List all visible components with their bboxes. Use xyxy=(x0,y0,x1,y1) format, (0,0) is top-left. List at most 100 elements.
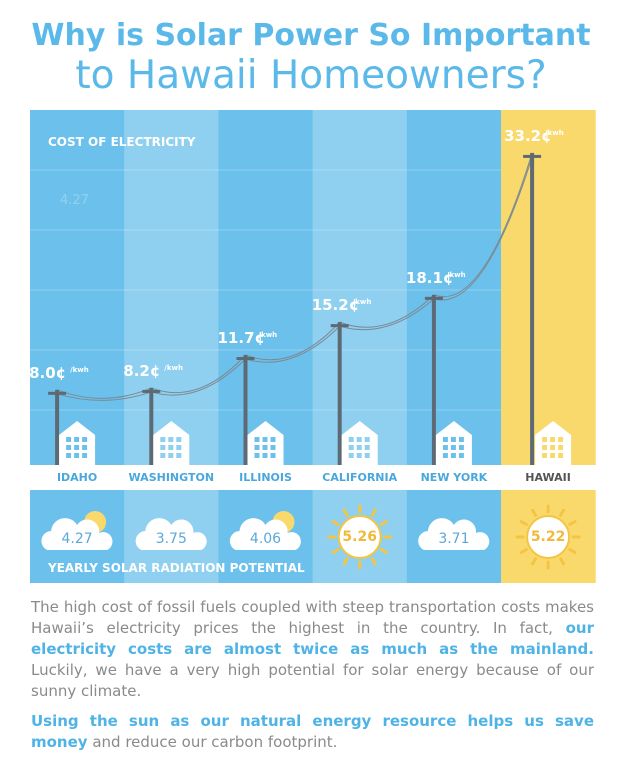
category-label: ILLINOIS xyxy=(239,471,292,484)
window xyxy=(356,445,362,450)
window xyxy=(450,437,456,442)
value-unit: /kwh xyxy=(447,271,466,279)
window xyxy=(348,453,354,458)
window xyxy=(270,437,276,442)
window xyxy=(364,445,370,450)
cloud xyxy=(135,518,207,550)
window xyxy=(442,453,448,458)
radiation-value: 3.71 xyxy=(438,531,469,547)
chart-title: COST OF ELECTRICITY xyxy=(48,135,196,149)
wire xyxy=(245,325,341,363)
sun-ray xyxy=(379,548,389,554)
window xyxy=(348,445,354,450)
wire xyxy=(151,358,246,396)
wire xyxy=(245,321,341,361)
value-label: 15.2¢ xyxy=(312,296,359,314)
window xyxy=(82,453,88,458)
window xyxy=(270,445,276,450)
radiation-value: 4.06 xyxy=(250,531,281,547)
column xyxy=(124,110,219,465)
window xyxy=(254,437,260,442)
column xyxy=(30,110,125,465)
window xyxy=(458,453,464,458)
window xyxy=(160,437,166,442)
wire xyxy=(56,391,152,401)
value-unit: /kwh xyxy=(70,366,89,374)
window xyxy=(542,445,548,450)
window xyxy=(356,453,362,458)
sun-ray xyxy=(331,520,340,526)
wire xyxy=(433,152,533,297)
watermark: 4.27 xyxy=(60,193,89,208)
sun-ray xyxy=(559,508,566,517)
pole xyxy=(243,355,248,465)
window xyxy=(356,437,362,442)
window xyxy=(160,445,166,450)
window xyxy=(550,453,556,458)
category-label: CALIFORNIA xyxy=(322,471,397,484)
column xyxy=(312,110,408,465)
radiation-value: 3.75 xyxy=(156,531,187,547)
sun-ray xyxy=(342,557,349,566)
window xyxy=(262,445,268,450)
pole xyxy=(149,387,154,465)
column xyxy=(501,110,596,465)
pole xyxy=(431,294,436,465)
crossbar xyxy=(424,296,443,300)
window xyxy=(558,445,564,450)
window xyxy=(364,437,370,442)
window xyxy=(442,437,448,442)
window xyxy=(558,453,564,458)
window xyxy=(542,453,548,458)
sun-ray xyxy=(519,548,528,554)
title-line1: Why is Solar Power So Important xyxy=(31,18,590,53)
pole xyxy=(55,389,60,465)
value-label: 8.2¢ xyxy=(123,362,160,380)
window xyxy=(254,453,260,458)
window xyxy=(176,453,182,458)
radiation-title: YEARLY SOLAR RADIATION POTENTIAL xyxy=(47,561,305,575)
window xyxy=(458,445,464,450)
text-run: Using the sun as our natural energy reso… xyxy=(31,712,594,751)
window xyxy=(82,437,88,442)
crossbar xyxy=(523,154,542,158)
sun xyxy=(526,515,571,559)
infographic: Why is Solar Power So Important to Hawai… xyxy=(29,18,596,583)
window xyxy=(550,445,556,450)
value-label: 8.0¢ xyxy=(29,364,66,382)
sun-ray xyxy=(519,520,528,526)
value-unit: /kwh xyxy=(164,364,183,372)
paragraph: The high cost of fossil fuels coupled wi… xyxy=(31,597,594,702)
sun-ray xyxy=(568,520,577,526)
text-run: our electricity costs are almost twice a… xyxy=(31,619,594,658)
column xyxy=(218,110,314,465)
window xyxy=(176,437,182,442)
cloud xyxy=(229,518,301,550)
sun-ray xyxy=(342,508,349,517)
window xyxy=(168,453,174,458)
sun xyxy=(337,515,382,559)
category-label: IDAHO xyxy=(57,471,97,484)
radiation-value: 5.26 xyxy=(342,529,377,545)
text-run: and reduce our carbon footprint. xyxy=(87,733,338,751)
value-unit: /kwh xyxy=(545,129,564,137)
crossbar xyxy=(142,389,161,393)
window xyxy=(74,437,80,442)
window xyxy=(442,445,448,450)
sun-ray xyxy=(568,548,577,554)
window xyxy=(254,445,260,450)
crossbar xyxy=(236,357,255,361)
window xyxy=(364,453,370,458)
window xyxy=(450,445,456,450)
value-label: 18.1¢ xyxy=(406,269,453,287)
sun-ray xyxy=(331,548,340,554)
text-run: The high cost of fossil fuels coupled wi… xyxy=(31,598,594,637)
window xyxy=(558,437,564,442)
window xyxy=(66,437,72,442)
cloud xyxy=(41,518,113,550)
wire xyxy=(339,298,435,331)
window xyxy=(270,453,276,458)
sun-ray xyxy=(531,557,538,566)
window xyxy=(262,437,268,442)
category-label: HAWAII xyxy=(525,471,571,484)
